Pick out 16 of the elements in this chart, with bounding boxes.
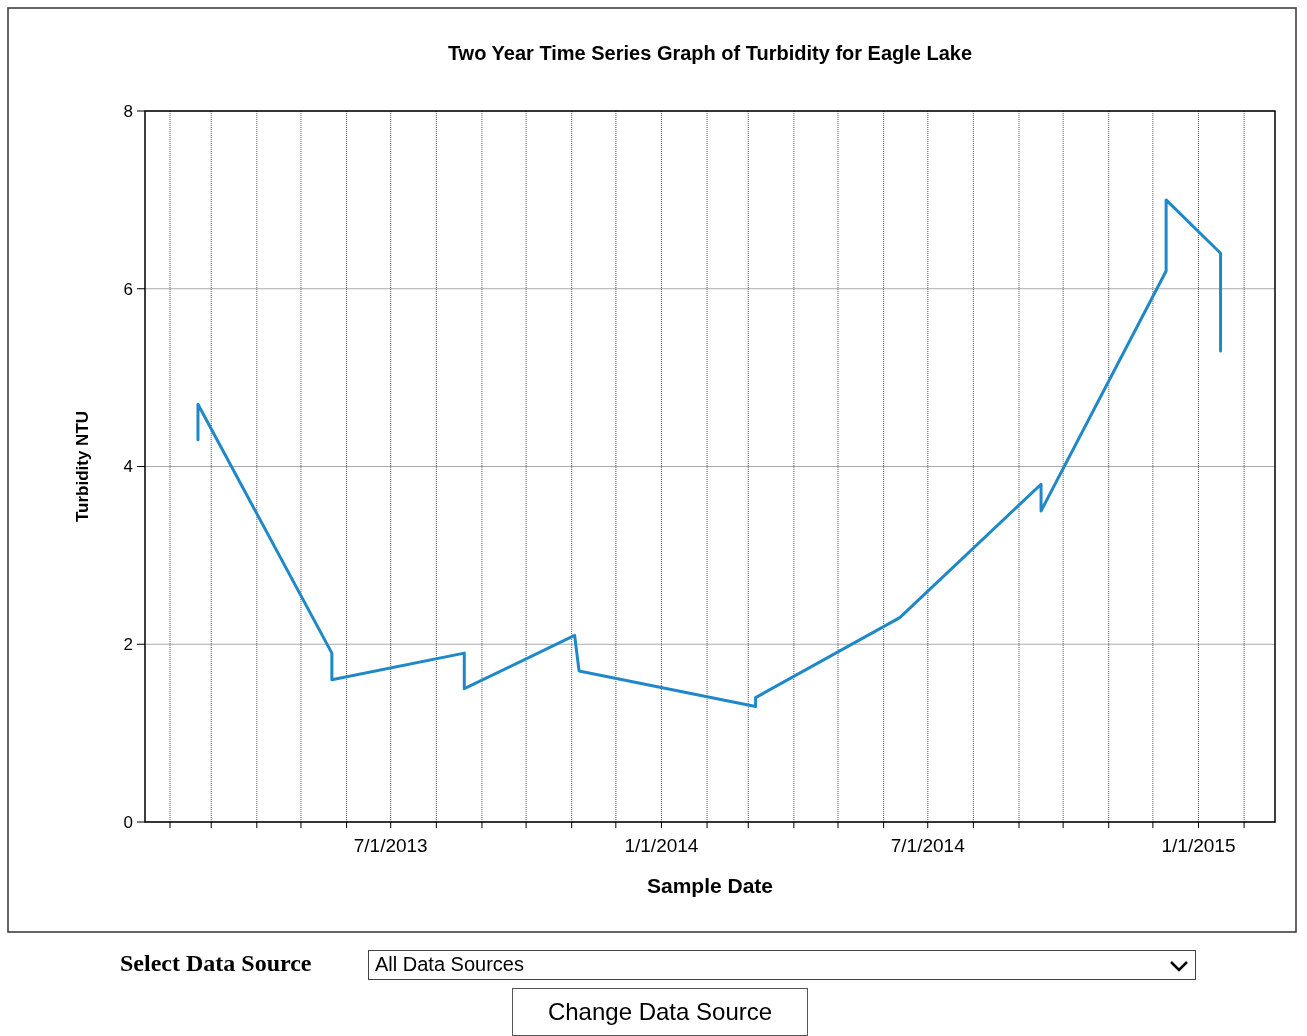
dropdown-field: All Data Sources xyxy=(368,950,1196,980)
x-tick-label: 1/1/2014 xyxy=(624,835,699,856)
text: Select Data Source xyxy=(120,950,312,977)
y-tick-label: 4 xyxy=(123,457,133,477)
x-tick-label: 1/1/2015 xyxy=(1161,835,1236,856)
x-tick-label: 7/1/2014 xyxy=(890,835,966,856)
y-tick-label: 6 xyxy=(123,279,133,299)
y-tick-label: 0 xyxy=(123,812,133,832)
chart-title: Two Year Time Series Graph of Turbidity for Eagle Lake xyxy=(447,42,973,64)
y-tick-label: 2 xyxy=(123,635,133,655)
y-axis-title: Turbidity NTU xyxy=(73,410,92,523)
x-axis-title: Sample Date xyxy=(646,874,774,897)
line-series xyxy=(196,198,1223,708)
y-tick-label: 8 xyxy=(123,101,133,121)
button: Change Data Source xyxy=(512,988,808,1036)
x-tick-label: 7/1/2013 xyxy=(353,835,428,856)
